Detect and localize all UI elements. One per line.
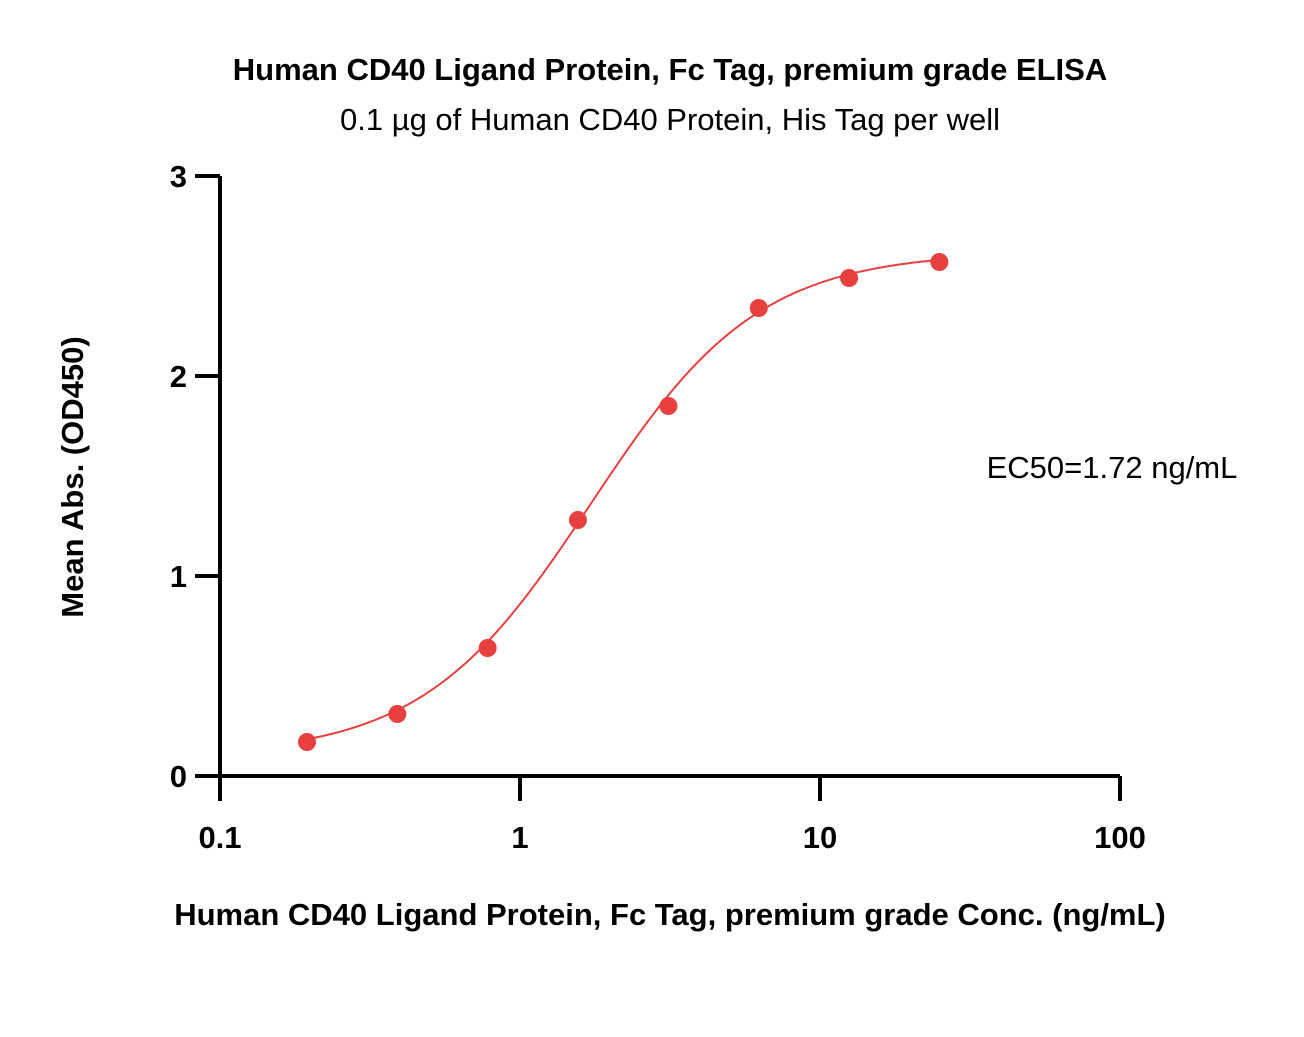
data-point: [930, 253, 949, 271]
data-point: [749, 299, 768, 317]
data-point: [568, 511, 587, 529]
fit-curve: [306, 258, 940, 741]
y-tick-label: 0: [170, 759, 187, 794]
y-tick-label: 2: [170, 359, 187, 394]
x-tick-label: 10: [803, 820, 837, 855]
y-tick-label: 1: [170, 559, 187, 594]
x-axis-ticks: 0.1 1 10 100: [198, 776, 1146, 855]
data-point: [659, 397, 678, 415]
x-tick-label: 100: [1094, 820, 1146, 855]
data-point: [478, 639, 497, 657]
axes: [218, 176, 1120, 778]
y-axis-ticks: 0 1 2 3: [170, 159, 220, 794]
x-tick-label: 1: [511, 820, 528, 855]
data-point: [298, 733, 317, 751]
y-tick-label: 3: [170, 159, 187, 194]
ec50-annotation: EC50=1.72 ng/mL: [987, 450, 1238, 485]
fit-curve-layer: [306, 258, 940, 741]
x-tick-label: 0.1: [198, 820, 241, 855]
x-axis-label: Human CD40 Ligand Protein, Fc Tag, premi…: [174, 897, 1166, 932]
chart-subtitle: 0.1 µg of Human CD40 Protein, His Tag pe…: [340, 102, 1000, 137]
data-point: [840, 269, 859, 287]
y-axis-label: Mean Abs. (OD450): [55, 336, 90, 617]
data-point: [388, 705, 407, 723]
chart-title: Human CD40 Ligand Protein, Fc Tag, premi…: [233, 52, 1107, 87]
data-points-layer: [298, 253, 949, 751]
